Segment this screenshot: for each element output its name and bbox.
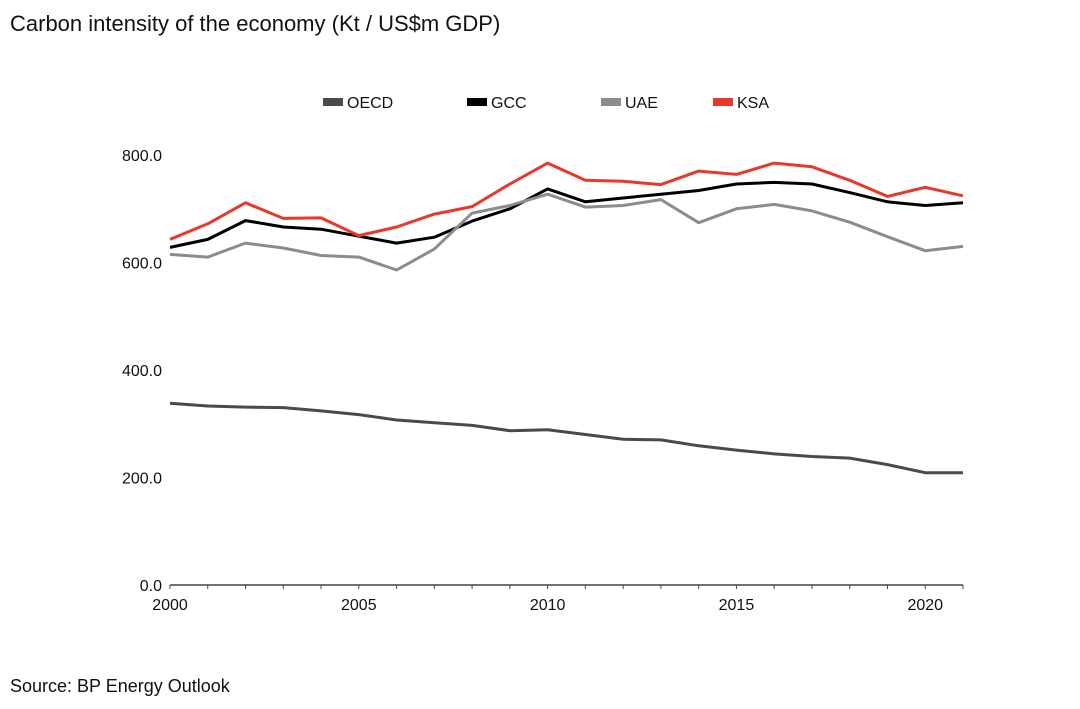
- legend-label-oecd: OECD: [347, 95, 393, 112]
- x-axis-labels: 2000 2005 2010 2015 2020: [152, 597, 943, 614]
- x-tick-label: 2015: [719, 597, 755, 614]
- y-tick-label: 600.0: [122, 256, 162, 273]
- legend-label-uae: UAE: [625, 95, 658, 112]
- legend-swatch-gcc: [467, 98, 487, 106]
- x-tick-label: 2020: [907, 597, 943, 614]
- y-tick-label: 800.0: [122, 148, 162, 165]
- plot-lines: [169, 161, 964, 475]
- series-line-gcc: [169, 180, 964, 249]
- legend-swatch-uae: [601, 98, 621, 106]
- y-axis-labels: 0.0 200.0 400.0 600.0 800.0: [122, 148, 162, 595]
- legend-swatch-oecd: [323, 98, 343, 106]
- legend-swatch-ksa: [713, 98, 733, 106]
- chart-legend: OECD GCC UAE KSA: [323, 95, 769, 112]
- series-line-uae: [169, 192, 964, 272]
- legend-label-ksa: KSA: [737, 95, 769, 112]
- chart-source: Source: BP Energy Outlook: [10, 676, 230, 696]
- series-line-oecd: [169, 401, 963, 475]
- y-tick-label: 0.0: [140, 578, 162, 595]
- chart-title: Carbon intensity of the economy (Kt / US…: [10, 11, 501, 36]
- x-axis: [169, 584, 964, 589]
- x-tick-label: 2005: [341, 597, 377, 614]
- x-tick-label: 2010: [530, 597, 566, 614]
- legend-label-gcc: GCC: [491, 95, 527, 112]
- x-tick-label: 2000: [152, 597, 188, 614]
- series-line-ksa: [169, 161, 964, 241]
- y-tick-label: 400.0: [122, 363, 162, 380]
- y-tick-label: 200.0: [122, 471, 162, 488]
